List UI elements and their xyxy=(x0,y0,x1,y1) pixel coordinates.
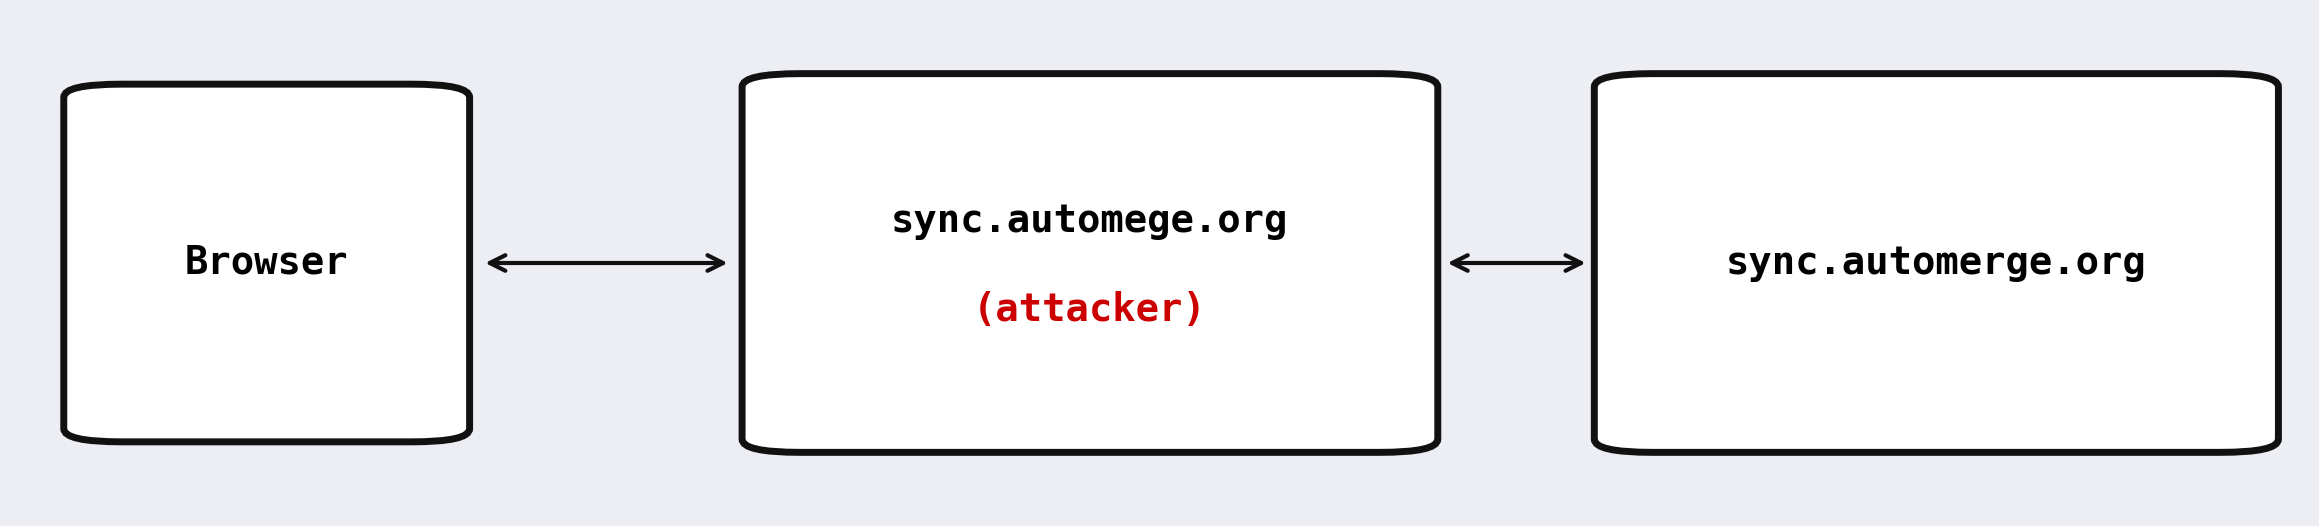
Text: Browser: Browser xyxy=(186,244,348,282)
FancyBboxPatch shape xyxy=(1595,74,2277,452)
Text: sync.automerge.org: sync.automerge.org xyxy=(1725,244,2147,282)
Text: sync.automege.org: sync.automege.org xyxy=(890,202,1289,240)
FancyBboxPatch shape xyxy=(65,84,468,442)
Text: (attacker): (attacker) xyxy=(974,291,1206,329)
FancyBboxPatch shape xyxy=(742,74,1438,452)
